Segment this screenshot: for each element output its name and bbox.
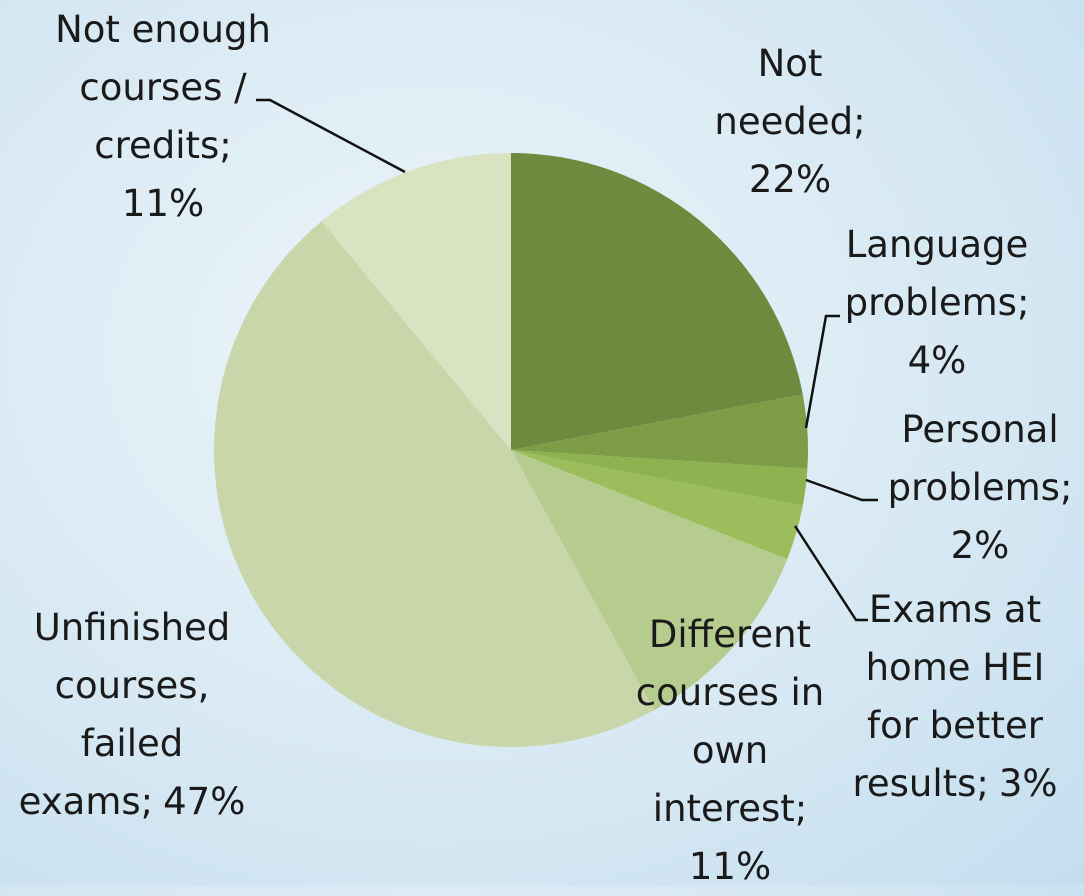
slice-label: Personal problems; 2%: [888, 401, 1073, 575]
slice-label: Different courses in own interest; 11%: [636, 606, 824, 896]
category-label: Not needed;: [714, 42, 866, 143]
value-label: 2%: [950, 524, 1010, 567]
slice-label: Exams at home HEI for better results; 3%: [852, 581, 1057, 813]
leader-line: [805, 478, 878, 502]
value-label: 47%: [163, 780, 246, 823]
leader-line: [804, 314, 840, 429]
leader-line: [256, 98, 406, 174]
leader-line: [793, 525, 868, 622]
value-label: 11%: [121, 182, 205, 225]
pie-slice: [511, 394, 808, 469]
category-label: Language problems;: [844, 223, 1030, 324]
pie-slice: [214, 221, 655, 747]
slice-label: Language problems; 4%: [845, 216, 1030, 390]
pie-slice: [511, 450, 803, 560]
slice-label: Unfinished courses, failed exams; 47%: [19, 599, 246, 831]
slice-label: Not enough courses / credits; 11%: [55, 1, 271, 233]
pie-slice: [511, 153, 803, 450]
pie: [214, 153, 808, 747]
pie-slice: [321, 153, 511, 450]
category-label: Unfinished courses, failed exams;: [18, 606, 231, 823]
category-label: Personal problems;: [887, 408, 1073, 509]
slice-label: Not needed; 22%: [714, 35, 865, 209]
pie-slice: [511, 450, 808, 506]
category-label: Different courses in own interest;: [635, 613, 825, 830]
value-label: 4%: [907, 339, 967, 382]
category-label: Exams at home HEI for better results;: [852, 588, 1045, 805]
category-label: Not enough courses / credits;: [55, 8, 271, 167]
leader-lines: [256, 98, 878, 622]
pie-slice: [511, 450, 788, 711]
value-label: 3%: [998, 762, 1058, 805]
value-label: 11%: [688, 845, 772, 888]
value-label: 22%: [748, 158, 832, 201]
